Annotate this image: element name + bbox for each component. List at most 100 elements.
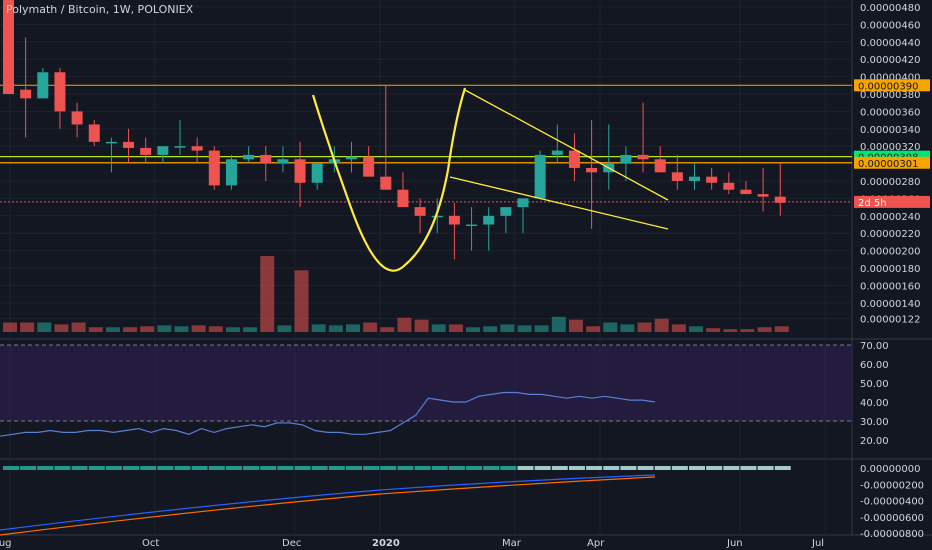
candle-body: [294, 159, 306, 183]
price-tick-label: 0.00000480: [860, 3, 920, 14]
volume-bar: [757, 327, 772, 332]
price-tick-label: 0.00000140: [860, 299, 920, 310]
volume-bar: [328, 325, 343, 332]
candle-body: [534, 154, 546, 199]
cup-annotation: [311, 87, 467, 272]
candle-body: [191, 146, 203, 151]
volume-bar: [431, 324, 446, 332]
candle-body: [174, 146, 186, 148]
volume-bar: [603, 322, 618, 332]
price-tick-label: 0.00000122: [860, 315, 920, 326]
macd-hist-bar: [774, 466, 791, 470]
price-badge-label: 0.00000390: [858, 81, 918, 92]
volume-bar: [637, 322, 652, 332]
volume-bar: [414, 319, 429, 332]
macd-tick-label: -0.00000600: [860, 513, 924, 524]
macd-hist-bar: [174, 466, 191, 470]
candle-body: [637, 154, 649, 160]
candle-body: [225, 159, 237, 186]
macd-hist-bar: [294, 466, 311, 470]
macd-hist-bar: [328, 466, 345, 470]
price-tick-label: 0.00000360: [860, 107, 920, 118]
volume-bar: [225, 327, 240, 332]
volume-bar: [191, 325, 206, 332]
price-tick-label: 0.00000220: [860, 229, 920, 240]
candle-body: [88, 124, 100, 142]
macd-hist-bar: [20, 466, 37, 470]
volume-bar: [500, 324, 515, 332]
price-tick-label: 0.00000200: [860, 247, 920, 258]
macd-hist-bar: [363, 466, 380, 470]
volume-bar: [671, 324, 686, 332]
macd-hist-bar: [37, 466, 54, 470]
volume-bar: [448, 324, 463, 332]
volume-bar: [363, 322, 378, 332]
candle-body: [123, 141, 135, 148]
price-badge-label: 0.00000301: [858, 159, 918, 170]
candle-body: [483, 215, 495, 225]
macd-hist-bar: [637, 466, 654, 470]
volume-bar: [654, 318, 669, 332]
macd-hist-bar: [723, 466, 740, 470]
volume-bar: [157, 325, 172, 332]
volume-bar: [3, 322, 17, 332]
price-tick-label: 0.00000400: [860, 73, 920, 84]
candle-body: [311, 163, 323, 183]
macd-hist-bar: [689, 466, 705, 470]
volume-bar: [706, 328, 721, 332]
volume-bar: [689, 326, 703, 332]
volume-bar: [140, 326, 155, 332]
candle-body: [20, 89, 32, 99]
signal-line: [0, 476, 656, 536]
macd-hist-bar: [706, 466, 723, 470]
volume-bar: [123, 327, 138, 332]
price-tick-label: 0.00000380: [860, 90, 920, 101]
macd-tick-label: -0.00000800: [860, 529, 924, 540]
volume-bar: [174, 326, 189, 332]
macd-hist-bar: [757, 466, 774, 470]
price-tick-label: 0.00000240: [860, 212, 920, 223]
price-badge-label: 2d 5h: [858, 198, 887, 209]
candle-body: [243, 154, 255, 160]
time-axis-label: Jun: [726, 538, 743, 549]
macd-hist-bar: [534, 466, 551, 470]
macd-hist-bar: [620, 466, 637, 470]
volume-bar: [534, 325, 549, 332]
macd-hist-bar: [654, 466, 671, 470]
time-axis-label: Oct: [142, 538, 159, 549]
volume-bar: [483, 326, 498, 332]
rsi-tick-label: 40.00: [860, 398, 889, 409]
price-tick-label: 0.00000340: [860, 125, 920, 136]
macd-hist-bar: [568, 466, 585, 470]
volume-bar: [466, 327, 481, 332]
macd-hist-bar: [740, 466, 757, 470]
rsi-line: [0, 391, 656, 437]
candle-body: [346, 156, 357, 160]
macd-hist-bar: [671, 466, 688, 470]
candle-body: [654, 159, 666, 173]
candle-body: [414, 207, 426, 216]
candle-body: [466, 224, 478, 227]
price-badge: [854, 79, 930, 92]
macd-hist-bar: [105, 466, 122, 470]
rsi-tick-label: 60.00: [860, 360, 889, 371]
candle-body: [723, 182, 735, 190]
volume-bar: [88, 327, 103, 332]
volume-bar: [243, 327, 258, 332]
candle-body: [448, 215, 460, 225]
macd-hist-bar: [88, 466, 105, 470]
candle-body: [363, 156, 375, 177]
macd-hist-bar: [346, 466, 362, 470]
macd-hist-bar: [123, 466, 140, 470]
macd-hist-bar: [157, 466, 174, 470]
macd-hist-bar: [414, 466, 431, 470]
macd-hist-bar: [208, 466, 225, 470]
macd-hist-bar: [517, 466, 534, 470]
macd-hist-bar: [603, 466, 620, 470]
time-axis-label: Mar: [502, 538, 522, 549]
macd-hist-bar: [380, 466, 397, 470]
rsi-tick-label: 20.00: [860, 436, 889, 447]
time-axis-label: Jul: [811, 538, 824, 549]
price-tick-label: 0.00000280: [860, 177, 920, 188]
